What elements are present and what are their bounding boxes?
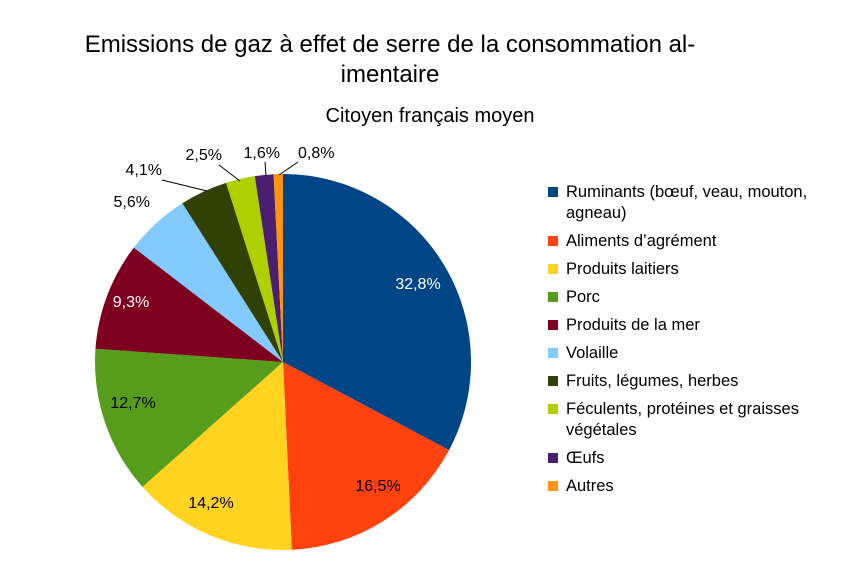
legend-item: Produits laitiers [548, 259, 853, 280]
leader-line [218, 164, 241, 182]
legend-swatch [548, 481, 558, 491]
legend-swatch [548, 320, 558, 330]
legend-item: Féculents, protéines et graisses végétal… [548, 399, 853, 441]
legend-swatch [548, 348, 558, 358]
pie-slice [133, 203, 283, 362]
legend-label: Œufs [566, 449, 605, 467]
legend-label: Porc [566, 288, 600, 306]
pie-slice [95, 247, 283, 362]
data-label: 32,8% [395, 276, 440, 293]
pie-slice [283, 174, 472, 451]
legend-item: Autres [548, 476, 853, 497]
chart-title-line-2: imentaire [340, 61, 440, 88]
leader-line [264, 161, 267, 177]
data-label: 2,5% [186, 147, 222, 164]
data-label: 9,3% [113, 294, 149, 311]
legend-swatch [548, 404, 558, 414]
legend-label: Aliments d’agrément [566, 232, 717, 250]
legend-item: Œufs [548, 448, 853, 469]
legend-swatch [548, 292, 558, 302]
legend-label: Volaille [566, 344, 619, 362]
data-label: 16,5% [355, 478, 400, 495]
data-label: 14,2% [188, 495, 233, 512]
legend-swatch [548, 376, 558, 386]
legend-swatch [548, 187, 558, 197]
legend-item: Produits de la mer [548, 315, 853, 336]
leader-line [278, 161, 299, 176]
data-label: 12,7% [110, 395, 155, 412]
pie-slice [142, 362, 292, 550]
pie-slice [182, 182, 283, 362]
legend-swatch [548, 236, 558, 246]
chart-title-line-1: Emissions de gaz à effet de serre de la … [84, 31, 696, 58]
legend-label: Fruits, légumes, herbes [566, 372, 739, 390]
legend-label: Autres [566, 477, 614, 495]
pie-slice [273, 174, 283, 362]
legend-item: Aliments d’agrément [548, 231, 853, 252]
legend-item: Porc [548, 287, 853, 308]
pie-slice [283, 362, 450, 550]
pie-slice [95, 348, 283, 487]
legend-item: Fruits, légumes, herbes [548, 371, 853, 392]
data-label: 1,6% [244, 145, 280, 162]
data-label: 0,8% [298, 145, 334, 162]
data-label: 5,6% [114, 194, 150, 211]
chart-subtitle: Citoyen français moyen [325, 105, 535, 127]
legend-label: Ruminants (bœuf, veau, mouton, agneau) [566, 183, 808, 222]
legend-swatch [548, 264, 558, 274]
chart-title: Emissions de gaz à effet de serre de la … [60, 30, 720, 90]
legend-label: Produits de la mer [566, 316, 700, 334]
legend: Ruminants (bœuf, veau, mouton, agneau) A… [548, 182, 853, 504]
legend-label: Produits laitiers [566, 260, 679, 278]
data-label: 4,1% [126, 162, 162, 179]
leader-line [161, 179, 208, 192]
pie-slice [226, 176, 283, 362]
legend-label: Féculents, protéines et graisses végétal… [566, 400, 799, 439]
legend-swatch [548, 453, 558, 463]
legend-item: Ruminants (bœuf, veau, mouton, agneau) [548, 182, 853, 224]
pie-slice [254, 174, 283, 362]
legend-item: Volaille [548, 343, 853, 364]
